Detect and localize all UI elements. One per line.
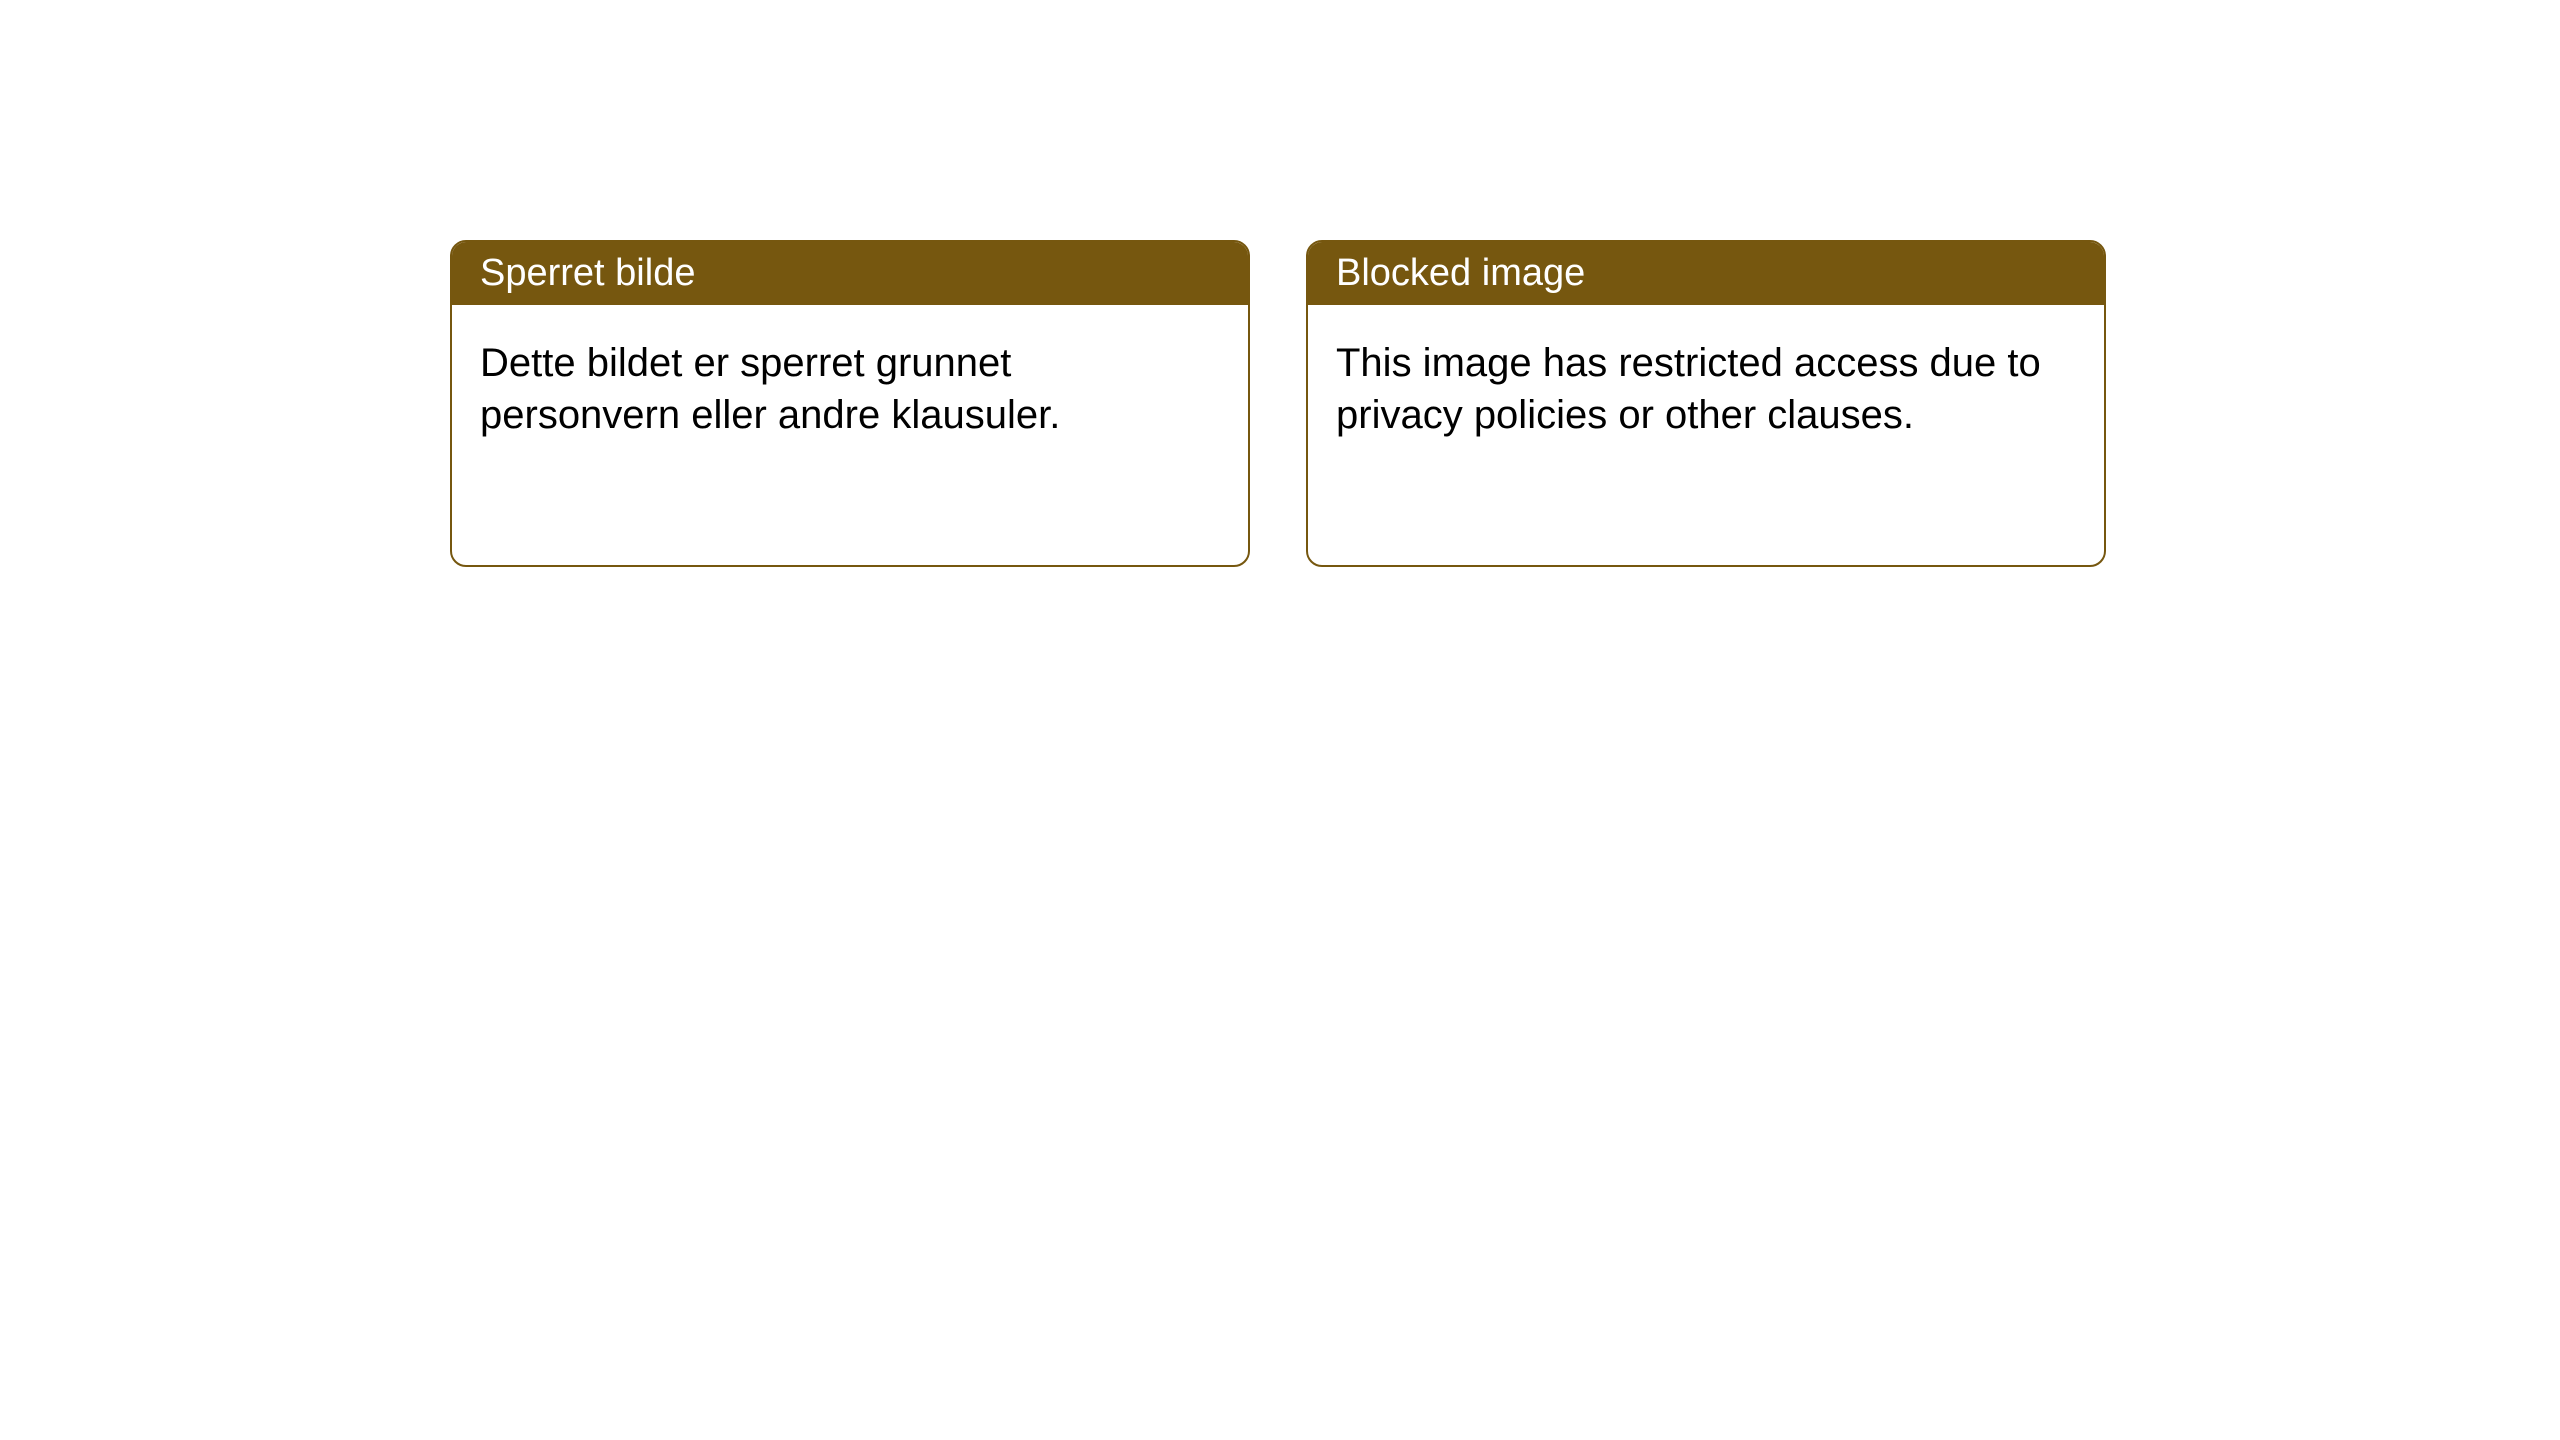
notice-body: Dette bildet er sperret grunnet personve… (452, 305, 1248, 565)
notice-header: Blocked image (1308, 242, 2104, 305)
notice-card-english: Blocked image This image has restricted … (1306, 240, 2106, 567)
notice-body-text: This image has restricted access due to … (1336, 341, 2041, 437)
notice-title: Blocked image (1336, 252, 1585, 294)
notices-container: Sperret bilde Dette bildet er sperret gr… (0, 0, 2560, 567)
notice-title: Sperret bilde (480, 252, 695, 294)
notice-body: This image has restricted access due to … (1308, 305, 2104, 565)
notice-card-norwegian: Sperret bilde Dette bildet er sperret gr… (450, 240, 1250, 567)
notice-header: Sperret bilde (452, 242, 1248, 305)
notice-body-text: Dette bildet er sperret grunnet personve… (480, 341, 1060, 437)
